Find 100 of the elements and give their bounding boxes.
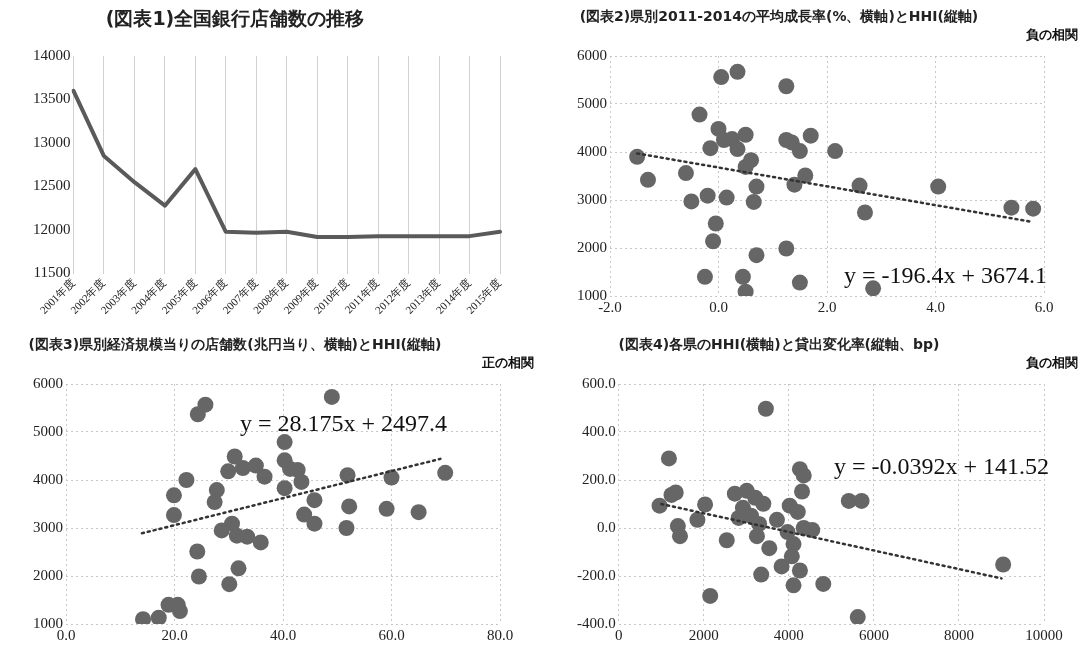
point — [865, 280, 882, 296]
y-tick-label: 14000 — [33, 46, 71, 63]
chart-title: (図表2)県別2011-2014の平均成長率(%、横軸)とHHI(縦軸) — [578, 8, 980, 26]
point — [797, 167, 814, 184]
x-tick-label: 6000 — [858, 626, 889, 643]
point — [748, 178, 765, 195]
point — [778, 240, 795, 257]
text: 正の相関 — [482, 354, 534, 372]
point — [306, 515, 323, 532]
y-tick-label: 5000 — [577, 94, 607, 111]
point — [778, 78, 795, 95]
y-tick-label: 2000 — [33, 566, 63, 583]
point — [856, 204, 873, 221]
point — [190, 568, 207, 585]
point — [757, 400, 774, 417]
point — [791, 562, 808, 579]
point — [1003, 199, 1020, 216]
point — [802, 127, 819, 144]
y-tick-label: 600.0 — [582, 374, 616, 391]
y-tick-label: 1000 — [33, 614, 63, 631]
point — [437, 464, 454, 481]
chart-title: (図表3)県別経済規模当りの店舗数(兆円当り、横軸)とHHI(縦軸) — [27, 336, 443, 354]
point — [671, 528, 688, 545]
point — [705, 233, 722, 250]
point — [224, 515, 241, 532]
point — [165, 487, 182, 504]
point — [804, 521, 821, 538]
point — [748, 247, 765, 264]
annotation: y = 28.175x + 2497.4 — [240, 410, 448, 437]
point — [639, 171, 656, 188]
y-tick-label: 3000 — [33, 518, 63, 535]
point — [696, 268, 713, 285]
point — [791, 143, 808, 160]
text: 負の相関 — [1026, 26, 1078, 44]
point — [689, 511, 706, 528]
point — [296, 506, 313, 523]
x-tick-label: 40.0 — [269, 626, 297, 643]
point — [729, 141, 746, 158]
chart-title: (図表4)各県のHHI(横軸)と貸出変化率(縦軸、bp) — [617, 336, 941, 354]
point — [410, 504, 427, 521]
point — [171, 603, 188, 620]
point — [789, 503, 806, 520]
point — [761, 540, 778, 557]
point — [651, 497, 668, 514]
annotation: y = -196.4x + 3674.1 — [844, 262, 1048, 289]
point — [252, 534, 269, 551]
y-tick-label: 4000 — [577, 142, 607, 159]
point — [737, 126, 754, 143]
point — [629, 148, 646, 165]
point — [683, 193, 700, 210]
point — [697, 496, 714, 513]
point — [189, 543, 206, 560]
y-tick-label: 200.0 — [582, 470, 616, 487]
point — [220, 463, 237, 480]
point — [755, 495, 772, 512]
point — [276, 434, 293, 451]
point — [853, 492, 870, 509]
point — [768, 511, 785, 528]
point — [667, 484, 684, 501]
point — [794, 483, 811, 500]
point — [718, 532, 735, 549]
point — [745, 193, 762, 210]
y-tick-label: 13000 — [33, 133, 71, 150]
point — [677, 165, 694, 182]
point — [339, 467, 356, 484]
y-tick-label: 13500 — [33, 90, 71, 107]
point — [795, 467, 812, 484]
x-tick-label: 4000 — [773, 626, 804, 643]
point — [702, 140, 719, 157]
point — [338, 520, 355, 536]
point — [378, 500, 395, 517]
point — [691, 106, 708, 123]
y-tick-label: 5000 — [33, 422, 63, 439]
point — [221, 576, 238, 593]
point — [150, 609, 167, 624]
point — [276, 480, 293, 497]
x-tick-label: 4.0 — [926, 298, 945, 315]
point — [197, 396, 214, 413]
x-tick-label: 0.0 — [709, 298, 728, 315]
point — [341, 498, 358, 515]
x-tick-label: 20.0 — [161, 626, 188, 643]
point — [773, 558, 790, 575]
point — [707, 215, 724, 232]
y-tick-label: 3000 — [577, 190, 607, 207]
point — [815, 575, 832, 592]
point — [995, 556, 1012, 573]
x-tick-label: 6.0 — [1034, 298, 1054, 315]
point — [753, 566, 770, 583]
y-tick-label: 400.0 — [582, 422, 616, 439]
point — [293, 473, 310, 490]
text: 負の相関 — [1026, 354, 1078, 372]
y-tick-label: 12500 — [33, 177, 71, 194]
y-tick-label: -400.0 — [577, 614, 616, 631]
x-tick-label: 80.0 — [486, 626, 514, 643]
point — [791, 274, 808, 291]
point — [234, 460, 251, 476]
x-tick-label: 60.0 — [378, 626, 405, 643]
point — [206, 494, 223, 511]
point — [713, 69, 730, 86]
y-tick-label: 2000 — [577, 238, 607, 255]
